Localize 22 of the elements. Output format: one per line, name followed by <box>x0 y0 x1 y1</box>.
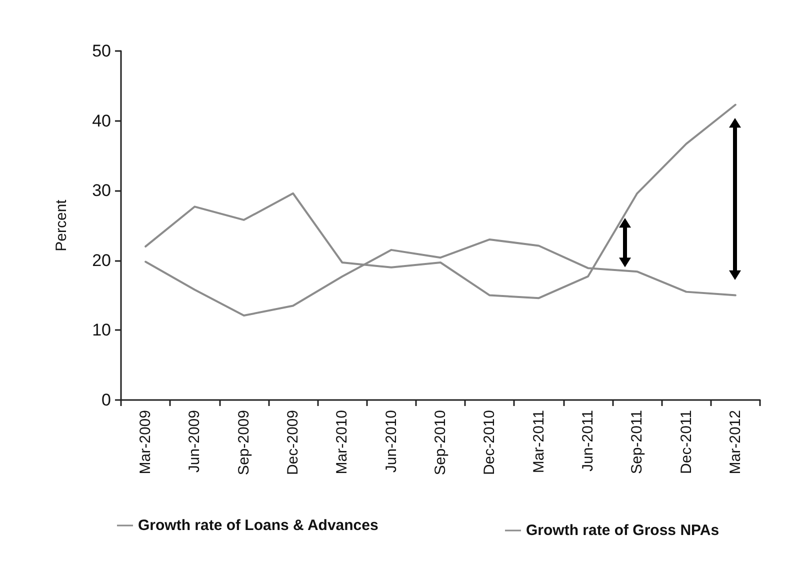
x-tick-label: Sep-2011 <box>628 410 646 474</box>
x-tick-label: Jun-2010 <box>382 410 400 473</box>
x-tick-label: Mar-2009 <box>137 410 154 474</box>
y-axis-title: Percent <box>53 198 70 252</box>
x-tick-label: Mar-2012 <box>726 410 744 474</box>
y-tick-label: 40 <box>92 111 111 130</box>
legend-label: Growth rate of Gross NPAs <box>526 522 720 539</box>
x-tick-label: Dec-2010 <box>481 410 498 476</box>
x-tick-label: Mar-2010 <box>334 410 351 474</box>
x-tick-label: Dec-2011 <box>678 410 695 474</box>
legend-label: Growth rate of Loans & Advances <box>138 517 378 534</box>
y-tick-label: 10 <box>92 320 111 340</box>
y-tick-label: 30 <box>92 181 111 200</box>
y-tick-label: 0 <box>102 390 111 410</box>
y-tick-label: 50 <box>92 42 111 60</box>
x-tick-label: Jun-2011 <box>579 410 596 472</box>
x-tick-label: Dec-2009 <box>284 410 302 476</box>
x-tick-label: Sep-2010 <box>432 410 449 476</box>
x-tick-label: Sep-2009 <box>235 410 252 476</box>
y-tick-label: 20 <box>92 250 111 270</box>
x-tick-label: Mar-2011 <box>530 410 548 474</box>
x-tick-label: Jun-2009 <box>186 410 204 473</box>
